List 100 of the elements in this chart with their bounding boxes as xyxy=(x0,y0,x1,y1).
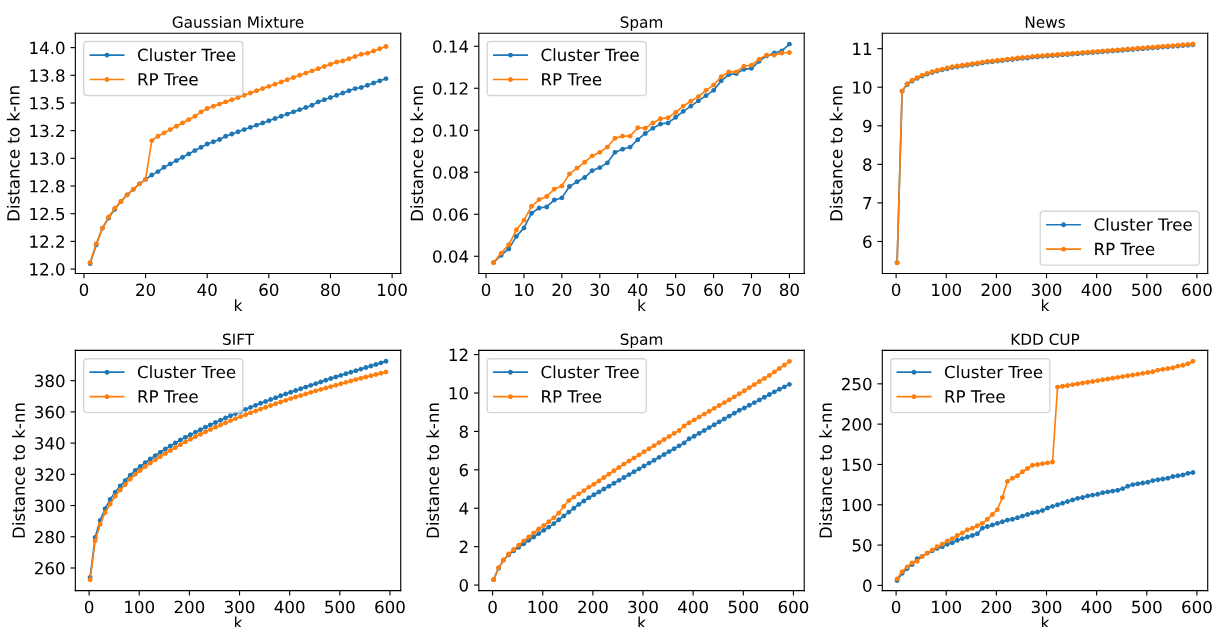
chart-title: KDD CUP xyxy=(1011,333,1080,346)
y-tick-label: 0.06 xyxy=(433,208,469,221)
y-tick-label: 200 xyxy=(842,418,872,431)
y-tick-label: 340 xyxy=(35,437,65,450)
legend-label: RP Tree xyxy=(542,73,602,86)
y-tick-label: 11 xyxy=(853,42,872,55)
y-tick-label: 0.04 xyxy=(433,250,469,263)
y-tick-label: 14.0 xyxy=(30,41,65,55)
x-axis-title: k xyxy=(638,299,646,311)
y-tick-label: 0.12 xyxy=(433,82,468,95)
x-tick-label: 60 xyxy=(259,283,279,297)
chart-title: SIFT xyxy=(223,333,255,346)
y-tick-label: 360 xyxy=(35,405,65,419)
y-tick-label: 6 xyxy=(863,235,872,249)
y-tick-label: 0 xyxy=(863,579,872,592)
x-tick-label: 300 xyxy=(1031,600,1062,614)
x-tick-label: 300 xyxy=(1031,283,1062,297)
x-tick-label: 200 xyxy=(981,283,1012,297)
y-tick-label: 8 xyxy=(863,158,872,171)
y-tick-label: 13.8 xyxy=(30,69,65,82)
y-axis-title: Distance to k-nn xyxy=(426,403,440,538)
y-tick-label: 12.5 xyxy=(30,207,65,221)
x-tick-label: 100 xyxy=(932,600,962,614)
y-tick-label: 280 xyxy=(35,530,65,544)
y-tick-label: 13.0 xyxy=(30,152,65,165)
y-tick-label: 260 xyxy=(35,561,65,575)
legend-label: RP Tree xyxy=(1095,242,1155,256)
chart-title: Spam xyxy=(620,16,663,31)
y-tick-label: 9 xyxy=(863,119,872,133)
legend-label: Cluster Tree xyxy=(137,365,236,379)
y-tick-label: 12.8 xyxy=(30,179,65,193)
y-tick-label: 300 xyxy=(35,499,65,513)
x-tick-label: 600 xyxy=(1182,600,1212,614)
x-tick-label: 50 xyxy=(666,283,686,297)
y-tick-label: 7 xyxy=(863,197,872,210)
y-tick-label: 100 xyxy=(842,498,872,512)
chart-title: News xyxy=(1025,16,1065,28)
x-tick-label: 200 xyxy=(578,600,608,614)
y-tick-label: 12 xyxy=(449,348,468,361)
x-tick-label: 400 xyxy=(1081,283,1112,297)
x-axis-title: k xyxy=(1041,299,1050,311)
x-tick-label: 300 xyxy=(628,600,658,614)
x-tick-label: 200 xyxy=(981,600,1012,614)
x-tick-label: 400 xyxy=(678,600,708,614)
x-tick-label: 100 xyxy=(932,283,962,297)
y-axis-title: Distance to k-nn xyxy=(819,403,832,538)
y-tick-label: 150 xyxy=(842,458,872,472)
y-tick-label: 0 xyxy=(459,579,468,592)
x-tick-label: 0 xyxy=(79,283,89,297)
y-tick-label: 13.5 xyxy=(30,96,65,110)
x-tick-label: 30 xyxy=(590,283,610,297)
x-tick-label: 20 xyxy=(552,283,572,297)
x-tick-label: 80 xyxy=(321,283,340,297)
legend-label: Cluster Tree xyxy=(137,48,236,62)
y-tick-label: 12.2 xyxy=(30,235,64,248)
x-tick-label: 40 xyxy=(627,283,648,297)
x-tick-label: 100 xyxy=(125,600,155,614)
x-axis-title: k xyxy=(234,299,243,311)
x-tick-label: 10 xyxy=(515,283,534,297)
y-axis-title: Distance to k-nn xyxy=(829,86,843,221)
y-tick-label: 320 xyxy=(35,468,65,481)
y-tick-label: 12.0 xyxy=(30,263,65,276)
y-tick-label: 0.08 xyxy=(433,166,468,179)
y-axis-title: Distance to k-nn xyxy=(12,403,26,538)
x-tick-label: 500 xyxy=(325,600,355,614)
y-tick-label: 380 xyxy=(35,374,65,388)
legend-label: RP Tree xyxy=(945,390,1005,403)
y-tick-label: 13.2 xyxy=(30,124,64,138)
x-tick-label: 400 xyxy=(274,600,305,614)
x-tick-label: 80 xyxy=(779,283,799,297)
x-tick-label: 500 xyxy=(1132,600,1162,614)
y-tick-label: 10 xyxy=(449,386,468,400)
x-tick-label: 400 xyxy=(1081,600,1112,614)
x-tick-label: 0 xyxy=(84,600,94,614)
x-tick-label: 500 xyxy=(728,600,759,614)
y-tick-label: 10 xyxy=(853,81,872,94)
x-tick-label: 600 xyxy=(778,600,809,614)
legend-label: Cluster Tree xyxy=(541,365,639,379)
chart-title: Spam xyxy=(620,333,663,348)
legend-label: Cluster Tree xyxy=(944,365,1043,379)
y-tick-label: 4 xyxy=(459,502,469,515)
legend-label: RP Tree xyxy=(138,73,198,86)
y-tick-label: 2 xyxy=(459,540,468,553)
x-tick-label: 20 xyxy=(136,283,156,297)
x-tick-label: 60 xyxy=(704,283,724,297)
y-tick-label: 50 xyxy=(852,539,872,552)
x-tick-label: 600 xyxy=(375,600,405,614)
x-tick-label: 70 xyxy=(742,283,761,297)
y-axis-title: Distance to k-nn xyxy=(410,86,424,221)
y-tick-label: 8 xyxy=(459,425,468,438)
legend-label: Cluster Tree xyxy=(541,48,639,62)
x-tick-label: 500 xyxy=(1132,283,1162,297)
legend-label: RP Tree xyxy=(138,390,198,403)
x-tick-label: 40 xyxy=(197,283,217,297)
x-tick-label: 600 xyxy=(1182,283,1212,297)
x-tick-label: 0 xyxy=(481,283,491,297)
y-tick-label: 6 xyxy=(459,463,469,477)
x-tick-label: 0 xyxy=(891,600,901,614)
y-tick-label: 0.14 xyxy=(433,40,469,53)
legend-label: Cluster Tree xyxy=(1094,217,1192,231)
